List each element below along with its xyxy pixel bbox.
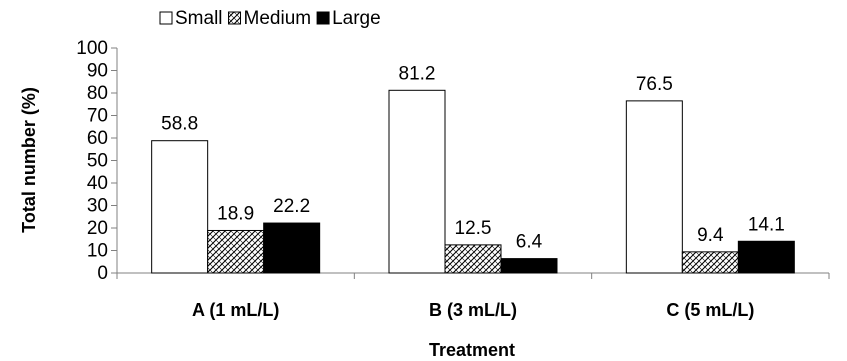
data-labels: 58.8 18.9 22.2 81.2 12.5 6.4 76.5 9.4 14.1 — [161, 63, 785, 252]
x-category-label: A (1 mL/L) — [192, 300, 279, 320]
legend: Small Medium Large — [159, 8, 381, 29]
data-label: 6.4 — [516, 232, 543, 253]
y-tick-label: 70 — [87, 106, 108, 127]
y-tick-label: 80 — [87, 83, 108, 104]
y-tick-label: 60 — [87, 128, 108, 149]
bar-medium — [444, 244, 502, 274]
legend-swatch-large — [316, 11, 330, 25]
legend-swatch-medium — [228, 11, 242, 25]
y-tick-label: 20 — [87, 218, 108, 239]
data-label: 22.2 — [273, 196, 310, 217]
x-category-label: B (3 mL/L) — [429, 300, 517, 320]
y-axis-title: Total number (%) — [19, 87, 39, 233]
y-tick-label: 30 — [87, 196, 108, 217]
data-label: 58.8 — [161, 114, 198, 135]
legend-label: Small — [175, 8, 223, 29]
data-label: 81.2 — [399, 63, 436, 84]
bar-small — [625, 100, 683, 274]
y-tick-label: 40 — [87, 173, 108, 194]
bar-large — [737, 240, 795, 274]
y-tick-label: 90 — [87, 61, 108, 82]
bar-medium — [207, 229, 265, 274]
data-label: 18.9 — [217, 203, 254, 224]
bar-large — [263, 222, 321, 274]
bar-medium — [681, 251, 739, 274]
y-tick-label: 50 — [87, 151, 108, 172]
legend-label: Medium — [244, 8, 312, 29]
data-label: 76.5 — [636, 74, 673, 95]
legend-label: Large — [332, 8, 381, 29]
x-category-label: C (5 mL/L) — [666, 300, 754, 320]
data-label: 14.1 — [748, 214, 785, 235]
y-tick-label: 0 — [97, 263, 108, 284]
bar-large — [500, 258, 558, 274]
y-tick-label: 100 — [76, 38, 108, 59]
legend-swatch-small — [159, 11, 173, 25]
bar-small — [388, 89, 446, 274]
x-axis-title: Treatment — [429, 340, 515, 360]
bars — [151, 89, 795, 274]
bar-small — [151, 140, 209, 274]
y-tick-label: 10 — [87, 241, 108, 262]
data-label: 12.5 — [455, 218, 492, 239]
data-label: 9.4 — [697, 225, 724, 246]
